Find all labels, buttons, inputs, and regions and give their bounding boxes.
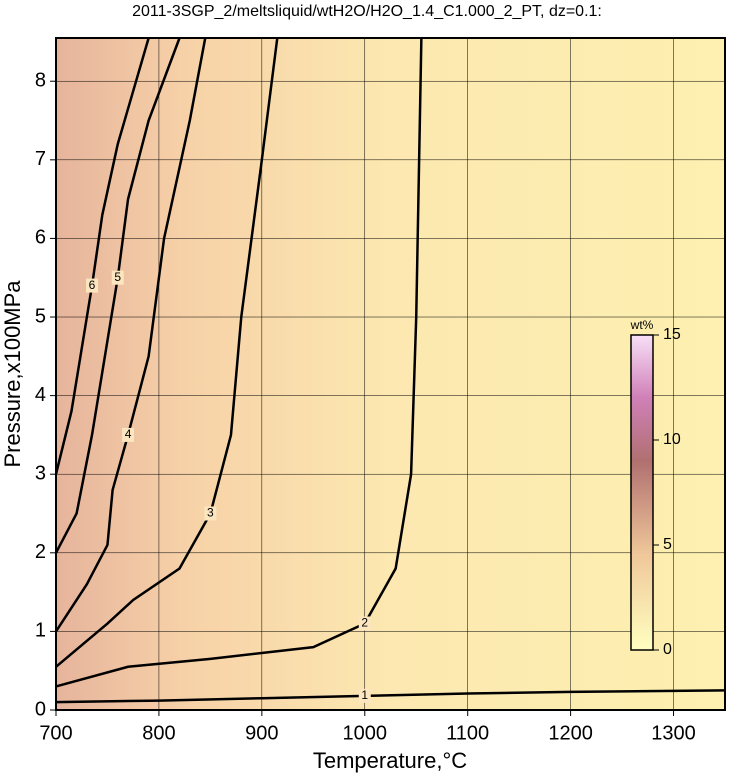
colorbar-tick-label: 15 [663,326,681,343]
contour-line [54,37,181,554]
x-tick-label: 1000 [343,722,388,744]
x-tick-label: 700 [39,722,72,744]
x-tick-label: 900 [245,722,278,744]
contour-label-bg [358,616,371,631]
x-tick-label: 800 [142,722,175,744]
x-tick-label: 1100 [446,722,489,744]
y-axis-label: Pressure,x100MPa [0,280,25,468]
y-tick-label: 6 [35,227,46,249]
contour-label-bg [86,278,99,293]
colorbar [630,334,654,651]
y-tick-label: 4 [35,384,46,406]
contour-label-bg [111,270,124,285]
y-tick-label: 8 [35,70,46,92]
x-tick-label: 1200 [548,722,593,744]
contour-label-bg [204,506,217,521]
contour-label: 3 [207,506,214,520]
y-tick-label: 1 [35,620,46,642]
x-axis-label: Temperature,°C [313,748,467,773]
contour-label: 4 [125,427,132,441]
y-tick-label: 0 [35,698,46,720]
colorbar-tick-label: 10 [663,431,681,448]
colorbar-tick-label: 5 [663,536,672,553]
contour-label-bg [122,427,135,442]
y-tick-label: 7 [35,148,46,170]
contour-label: 6 [89,278,96,292]
contour-label: 2 [361,616,368,630]
contour-label: 1 [361,688,368,702]
y-tick-label: 3 [35,462,46,484]
colorbar-tick-label: 0 [663,641,672,658]
y-tick-label: 5 [35,305,46,327]
plot-frame [55,37,726,711]
x-tick-label: 1300 [651,722,696,744]
chart-title: 2011-3SGP_2/meltsliquid/wtH2O/H2O_1.4_C1… [132,3,602,20]
contour-label-bg [358,688,371,703]
y-tick-label: 2 [35,541,46,563]
plot-background [56,38,725,710]
contour-label: 5 [114,270,121,284]
colorbar-label: wt% [630,318,654,332]
